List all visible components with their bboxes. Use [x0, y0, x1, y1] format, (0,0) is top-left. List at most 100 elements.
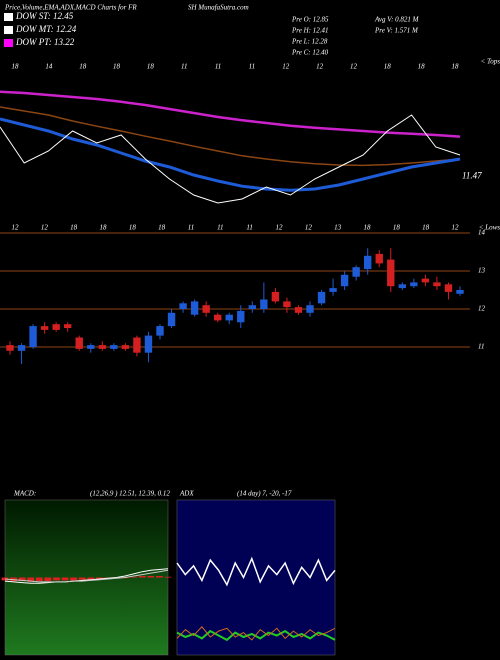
candle-body — [294, 307, 303, 313]
date-label: 11 — [188, 224, 194, 232]
histogram-bar — [147, 576, 155, 578]
date-label: 18 — [70, 224, 78, 232]
info: Pre V: 1.571 M — [374, 27, 419, 35]
candle-body — [364, 255, 372, 270]
candle-body — [121, 345, 130, 349]
series-line — [4, 569, 169, 583]
histogram-bar — [87, 577, 95, 580]
histogram-bar — [18, 577, 26, 582]
candle-body — [29, 326, 37, 347]
title: Price,Volume,EMA,ADX,MACD Charts for FR — [4, 4, 137, 12]
series-line — [176, 626, 336, 641]
histogram-bar — [44, 577, 52, 582]
date-label: 11 — [217, 224, 223, 232]
date-label: 12 — [41, 224, 49, 232]
info: Pre O: 12.85 — [291, 16, 329, 24]
series-line — [0, 114, 461, 204]
histogram-bar — [61, 577, 69, 581]
candle-body — [144, 335, 153, 353]
candle-body — [283, 301, 291, 308]
series-line — [4, 568, 169, 584]
date-label: 12 — [316, 63, 324, 71]
date-label: 18 — [12, 63, 20, 71]
title: SH MunafaSutra.com — [188, 4, 249, 12]
info: Pre H: 12.41 — [291, 27, 328, 35]
legend-swatch — [4, 26, 13, 34]
histogram-bar — [155, 576, 163, 578]
histogram-bar — [78, 577, 86, 580]
date-label: 12 — [452, 224, 460, 232]
candle-body — [87, 345, 95, 349]
date-label: 13 — [334, 224, 342, 232]
candle-body — [133, 337, 141, 353]
date-label: 11 — [249, 63, 255, 71]
info: Pre C: 12.40 — [291, 49, 329, 57]
candle-body — [410, 282, 418, 287]
date-label: 18 — [384, 63, 392, 71]
candle-body — [167, 312, 176, 327]
series-line — [0, 117, 461, 192]
info: Pre L: 12.28 — [291, 38, 328, 46]
date-label: 18 — [364, 224, 372, 232]
panel-subtitle: (14 day) 7, -20, -17 — [237, 490, 292, 498]
y-tick-label: 14 — [478, 229, 486, 237]
candle-body — [306, 305, 314, 313]
candle-body — [75, 337, 83, 349]
candle-body — [179, 303, 187, 309]
info: Avg V: 0.821 M — [374, 16, 420, 24]
panel-title: MACD: — [13, 490, 36, 498]
date-label: 18 — [452, 63, 460, 71]
histogram-bar — [164, 576, 172, 578]
date-label: 18 — [147, 63, 155, 71]
candle-body — [6, 345, 14, 351]
candle-body — [40, 326, 49, 330]
candle-body — [398, 284, 406, 289]
histogram-bar — [27, 577, 35, 582]
candle-body — [214, 314, 222, 321]
candle-body — [375, 253, 383, 264]
date-label: 11 — [215, 63, 221, 71]
histogram-bar — [1, 577, 9, 581]
legend-swatch — [4, 13, 13, 21]
candle-body — [237, 310, 245, 323]
candle-body — [352, 267, 360, 277]
date-label: 12 — [282, 63, 290, 71]
y-tick-label: 13 — [478, 267, 486, 275]
candle-body — [456, 290, 464, 294]
candle-body — [421, 278, 430, 283]
candle-body — [64, 324, 72, 328]
date-label: 18 — [393, 224, 401, 232]
legend-label: DOW ST: 12.45 — [15, 11, 74, 21]
series-line — [176, 629, 336, 642]
series-line — [176, 556, 336, 587]
histogram-bar — [95, 577, 103, 579]
candle-body — [17, 345, 26, 351]
candle-body — [248, 305, 256, 309]
histogram-bar — [70, 577, 78, 581]
legend-swatch — [4, 39, 13, 47]
candle-body — [387, 259, 395, 287]
date-label: 18 — [113, 63, 121, 71]
date-label: 18 — [422, 224, 430, 232]
corner-label: < Lows — [479, 224, 500, 232]
candle-body — [433, 282, 441, 287]
histogram-bar — [53, 577, 60, 581]
candle-body — [444, 284, 453, 292]
candle-body — [110, 345, 118, 349]
y-tick-label: 11 — [478, 343, 484, 351]
candle-body — [190, 301, 199, 315]
date-label: 18 — [418, 63, 426, 71]
y-tick-label: 12 — [478, 305, 486, 313]
panel-subtitle: (12,26,9 ) 12.51, 12.39, 0.12 — [90, 490, 170, 498]
candle-body — [98, 345, 106, 349]
date-label: 12 — [12, 224, 20, 232]
candle-body — [340, 274, 349, 287]
legend-label: DOW PT: 13.22 — [15, 37, 75, 47]
candle-body — [317, 291, 326, 304]
candle-body — [202, 305, 210, 313]
histogram-bar — [138, 576, 146, 578]
date-label: 11 — [181, 63, 187, 71]
corner-label: < Tops — [481, 58, 500, 66]
date-label: 18 — [158, 224, 166, 232]
